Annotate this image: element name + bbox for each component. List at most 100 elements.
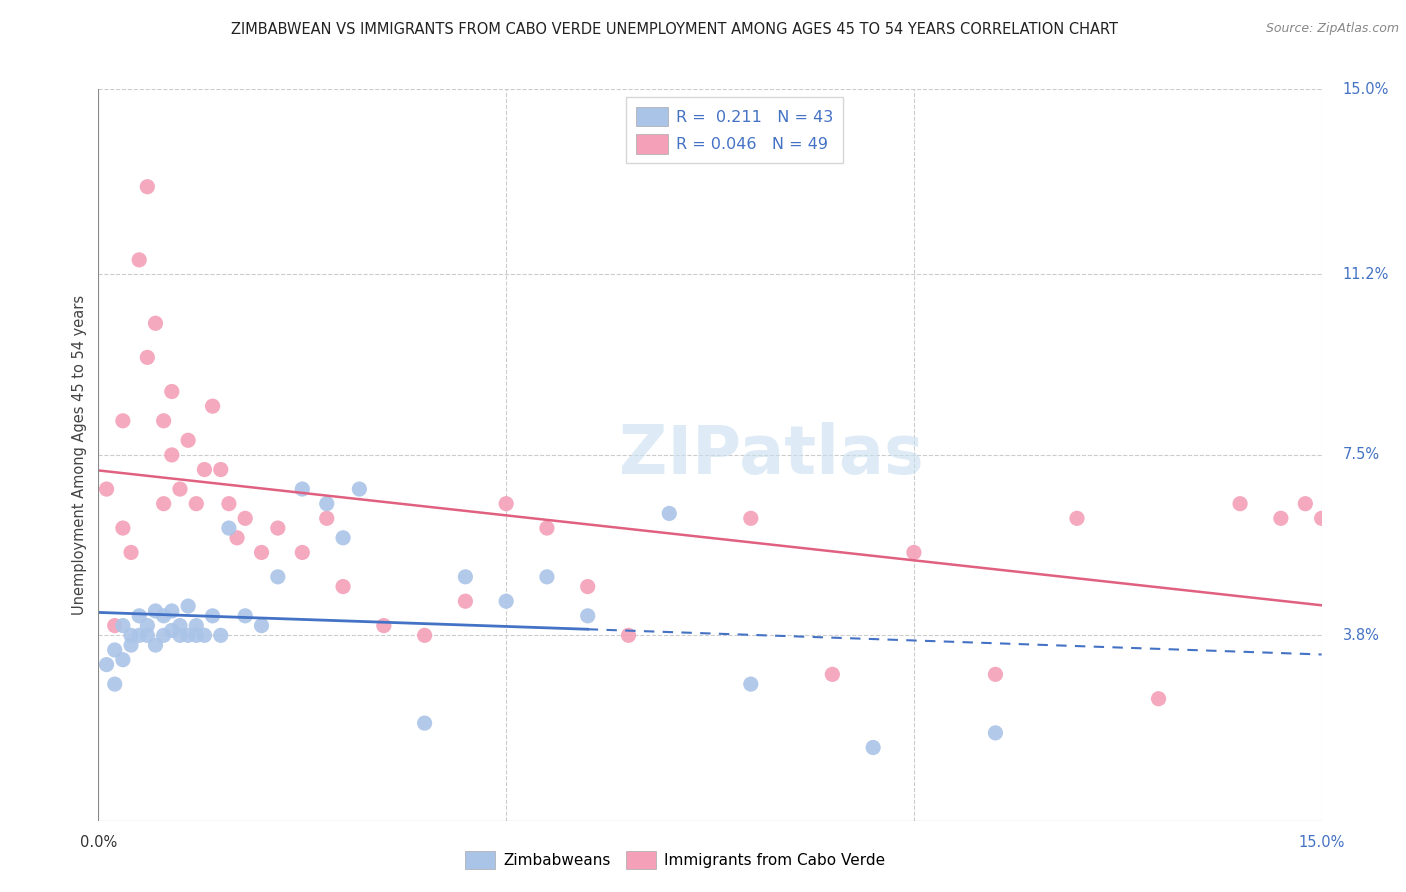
Text: 11.2%: 11.2% <box>1343 267 1389 282</box>
Point <box>862 740 884 755</box>
Point <box>267 521 290 535</box>
Point <box>177 434 200 448</box>
Text: 7.5%: 7.5% <box>1343 448 1379 462</box>
Text: 3.8%: 3.8% <box>1343 628 1379 643</box>
Point <box>250 618 273 632</box>
Point <box>152 497 174 511</box>
Point <box>233 511 256 525</box>
Point <box>111 653 134 667</box>
Point <box>373 618 395 632</box>
Point <box>740 677 762 691</box>
Point <box>145 638 167 652</box>
Point <box>201 399 224 413</box>
Point <box>160 448 183 462</box>
Point <box>1327 667 1350 681</box>
Point <box>128 628 150 642</box>
Point <box>267 570 290 584</box>
Point <box>1270 511 1292 525</box>
Point <box>145 604 167 618</box>
Point <box>1147 691 1170 706</box>
Text: ZIPatlas: ZIPatlas <box>619 422 924 488</box>
Point <box>160 384 183 399</box>
Point <box>169 618 191 632</box>
Point <box>128 608 150 623</box>
Point <box>291 545 314 559</box>
Point <box>136 351 159 365</box>
Point <box>576 580 599 594</box>
Point <box>250 545 273 559</box>
Point <box>226 531 249 545</box>
Point <box>821 667 844 681</box>
Point <box>576 608 599 623</box>
Point <box>96 657 118 672</box>
Point <box>218 521 240 535</box>
Point <box>120 545 142 559</box>
Point <box>454 570 477 584</box>
Point <box>1351 691 1374 706</box>
Point <box>536 521 558 535</box>
Point <box>136 179 159 194</box>
Point <box>186 618 208 632</box>
Legend: R =  0.211   N = 43, R = 0.046   N = 49: R = 0.211 N = 43, R = 0.046 N = 49 <box>626 97 842 163</box>
Point <box>1392 497 1406 511</box>
Point <box>169 482 191 496</box>
Point <box>413 716 436 731</box>
Point <box>186 497 208 511</box>
Point <box>120 628 142 642</box>
Point <box>104 618 127 632</box>
Point <box>152 608 174 623</box>
Point <box>495 497 517 511</box>
Point <box>1229 497 1251 511</box>
Text: Source: ZipAtlas.com: Source: ZipAtlas.com <box>1265 22 1399 36</box>
Point <box>177 628 200 642</box>
Point <box>136 618 159 632</box>
Point <box>201 608 224 623</box>
Point <box>332 580 354 594</box>
Point <box>186 628 208 642</box>
Point <box>233 608 256 623</box>
Point <box>454 594 477 608</box>
Point <box>903 545 925 559</box>
Point <box>984 667 1007 681</box>
Point <box>413 628 436 642</box>
Point <box>617 628 640 642</box>
Point <box>111 618 134 632</box>
Point <box>160 604 183 618</box>
Point <box>209 462 232 476</box>
Point <box>1066 511 1088 525</box>
Text: ZIMBABWEAN VS IMMIGRANTS FROM CABO VERDE UNEMPLOYMENT AMONG AGES 45 TO 54 YEARS : ZIMBABWEAN VS IMMIGRANTS FROM CABO VERDE… <box>232 22 1118 37</box>
Point <box>315 497 337 511</box>
Point <box>193 628 215 642</box>
Point <box>740 511 762 525</box>
Point <box>984 726 1007 740</box>
Point <box>193 462 215 476</box>
Point <box>169 628 191 642</box>
Legend: Zimbabweans, Immigrants from Cabo Verde: Zimbabweans, Immigrants from Cabo Verde <box>458 845 891 875</box>
Point <box>291 482 314 496</box>
Point <box>120 638 142 652</box>
Point <box>145 316 167 330</box>
Point <box>152 414 174 428</box>
Point <box>1294 497 1316 511</box>
Point <box>136 628 159 642</box>
Text: 15.0%: 15.0% <box>1343 82 1389 96</box>
Point <box>1310 511 1333 525</box>
Point <box>1375 667 1398 681</box>
Point <box>332 531 354 545</box>
Point <box>218 497 240 511</box>
Point <box>160 624 183 638</box>
Point <box>209 628 232 642</box>
Point <box>152 628 174 642</box>
Point <box>111 414 134 428</box>
Point <box>536 570 558 584</box>
Text: 15.0%: 15.0% <box>1299 836 1344 850</box>
Y-axis label: Unemployment Among Ages 45 to 54 years: Unemployment Among Ages 45 to 54 years <box>72 295 87 615</box>
Text: 0.0%: 0.0% <box>80 836 117 850</box>
Point <box>104 677 127 691</box>
Point <box>96 482 118 496</box>
Point <box>128 252 150 267</box>
Point <box>104 643 127 657</box>
Point <box>111 521 134 535</box>
Point <box>495 594 517 608</box>
Point <box>349 482 371 496</box>
